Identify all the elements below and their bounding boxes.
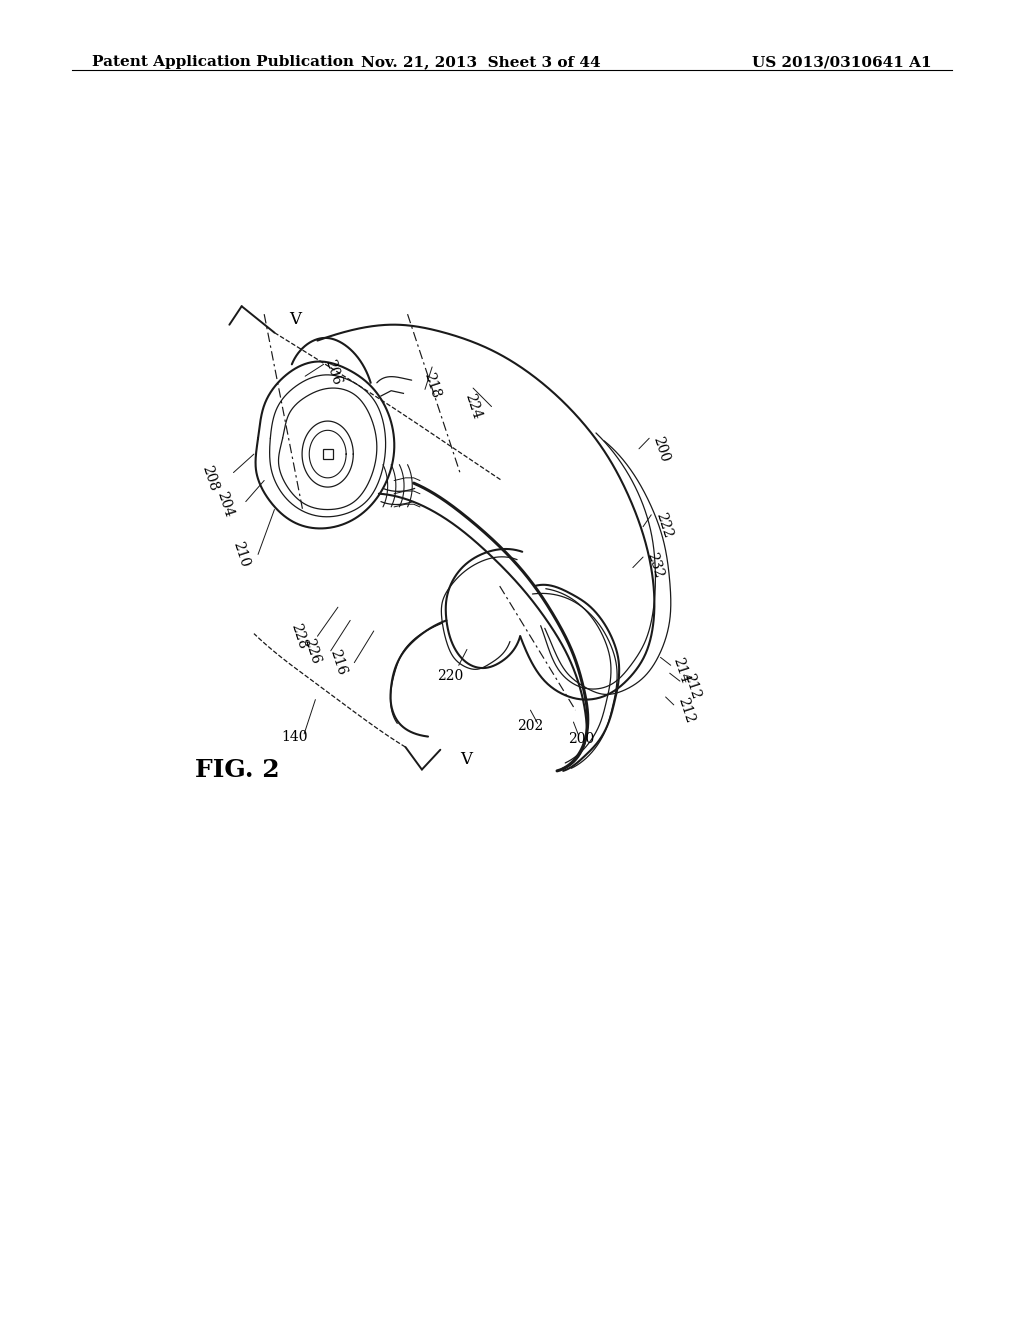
Text: 208: 208 bbox=[200, 463, 220, 492]
Bar bbox=[323, 449, 333, 458]
Text: V: V bbox=[289, 312, 301, 327]
Text: 220: 220 bbox=[437, 669, 464, 682]
Text: US 2013/0310641 A1: US 2013/0310641 A1 bbox=[753, 55, 932, 70]
Text: 226: 226 bbox=[302, 636, 323, 665]
Text: 206: 206 bbox=[323, 358, 343, 387]
Text: 140: 140 bbox=[282, 730, 308, 743]
Text: 212: 212 bbox=[682, 672, 702, 701]
Text: Nov. 21, 2013  Sheet 3 of 44: Nov. 21, 2013 Sheet 3 of 44 bbox=[361, 55, 601, 70]
Text: 214: 214 bbox=[671, 656, 691, 685]
Text: FIG. 2: FIG. 2 bbox=[195, 758, 280, 781]
Text: 222: 222 bbox=[653, 511, 674, 540]
Text: 210: 210 bbox=[230, 540, 251, 569]
Text: V: V bbox=[460, 751, 472, 767]
Text: 218: 218 bbox=[422, 371, 442, 400]
Text: 202: 202 bbox=[517, 719, 544, 733]
Text: 232: 232 bbox=[645, 550, 666, 579]
Text: 200: 200 bbox=[568, 733, 595, 746]
Text: 212: 212 bbox=[676, 696, 696, 725]
Text: 200: 200 bbox=[650, 434, 671, 463]
Text: 204: 204 bbox=[215, 490, 236, 519]
Text: 216: 216 bbox=[328, 648, 348, 677]
Text: 228: 228 bbox=[289, 622, 309, 651]
Text: Patent Application Publication: Patent Application Publication bbox=[92, 55, 354, 70]
Text: 224: 224 bbox=[463, 392, 483, 421]
